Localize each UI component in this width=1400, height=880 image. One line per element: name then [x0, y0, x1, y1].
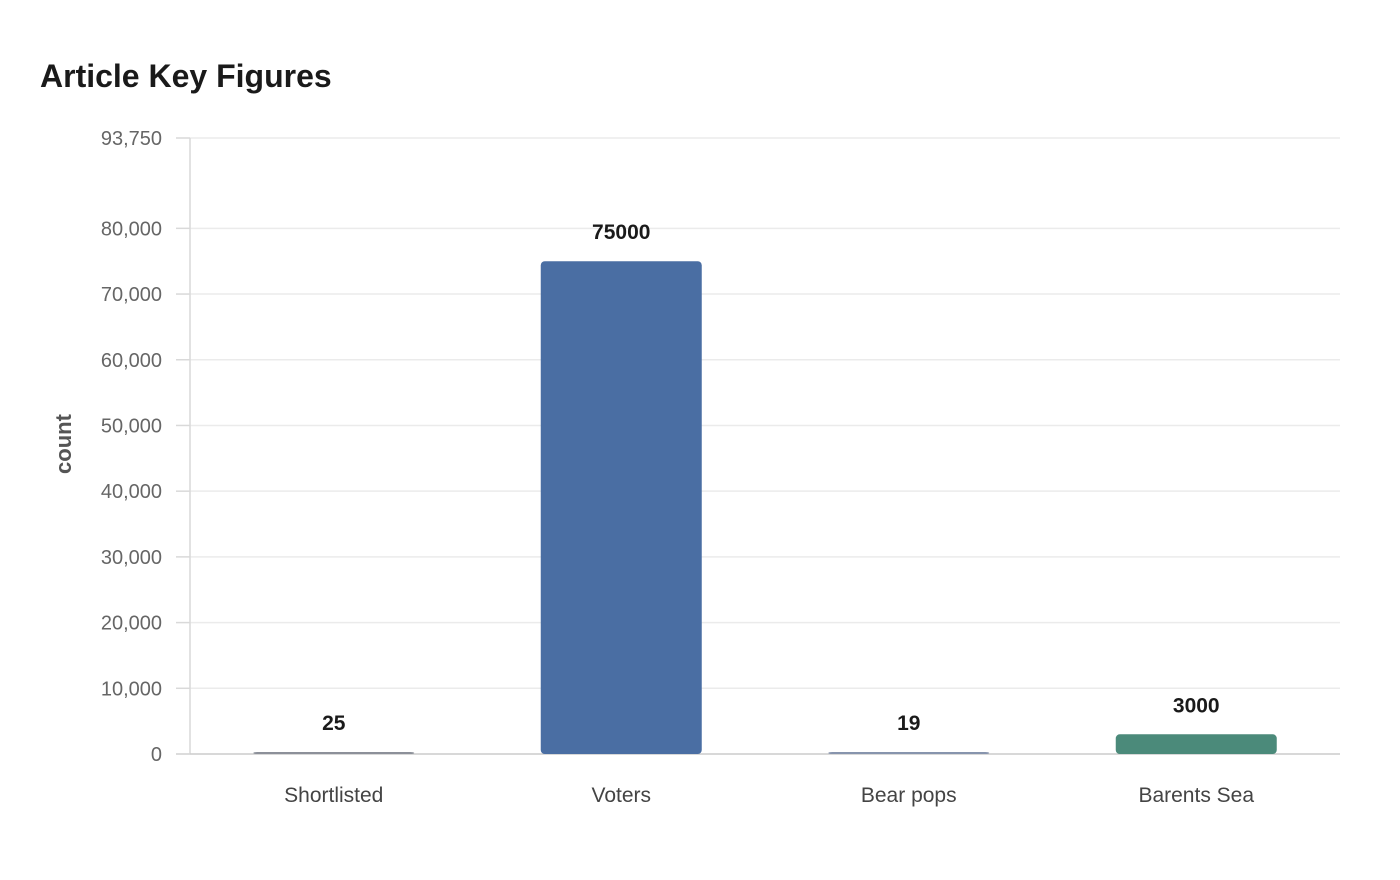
x-tick-label: Shortlisted [284, 784, 383, 807]
y-tick-label: 20,000 [101, 613, 162, 635]
y-tick-label: 80,000 [101, 218, 162, 240]
data-label: 19 [897, 712, 920, 735]
y-tick-label: 30,000 [101, 547, 162, 569]
gridlines [190, 137, 1340, 690]
y-tick-label: 40,000 [101, 481, 162, 503]
data-label: 25 [322, 712, 346, 735]
axes: 0 10,000 20,000 30,000 40,000 50,000 60,000 70,… [51, 128, 1340, 766]
bars [253, 261, 1277, 754]
x-tick-label: Barents Sea [1138, 784, 1254, 807]
y-tick-label: 10,000 [101, 678, 162, 700]
bar-bear-pops [828, 752, 990, 754]
labels: 25 Shortlisted 75000 Voters 19 Bear pops 3000 B… [284, 221, 1254, 807]
y-tick-label: 50,000 [101, 415, 162, 437]
bar-barents-sea [1115, 734, 1277, 754]
y-tick-label: 60,000 [101, 350, 162, 372]
bar-voters [540, 261, 702, 754]
y-tick-label: 93,750 [101, 128, 162, 150]
y-tick-label: 0 [151, 744, 162, 766]
bar-shortlisted [253, 752, 415, 754]
y-axis-title: count [51, 413, 76, 474]
data-label: 3000 [1173, 694, 1220, 717]
x-tick-label: Bear pops [861, 784, 957, 807]
data-label: 75000 [592, 221, 650, 244]
chart-title: Article Key Figures [40, 58, 332, 94]
x-tick-label: Voters [591, 784, 651, 807]
y-tick-label: 70,000 [101, 284, 162, 306]
